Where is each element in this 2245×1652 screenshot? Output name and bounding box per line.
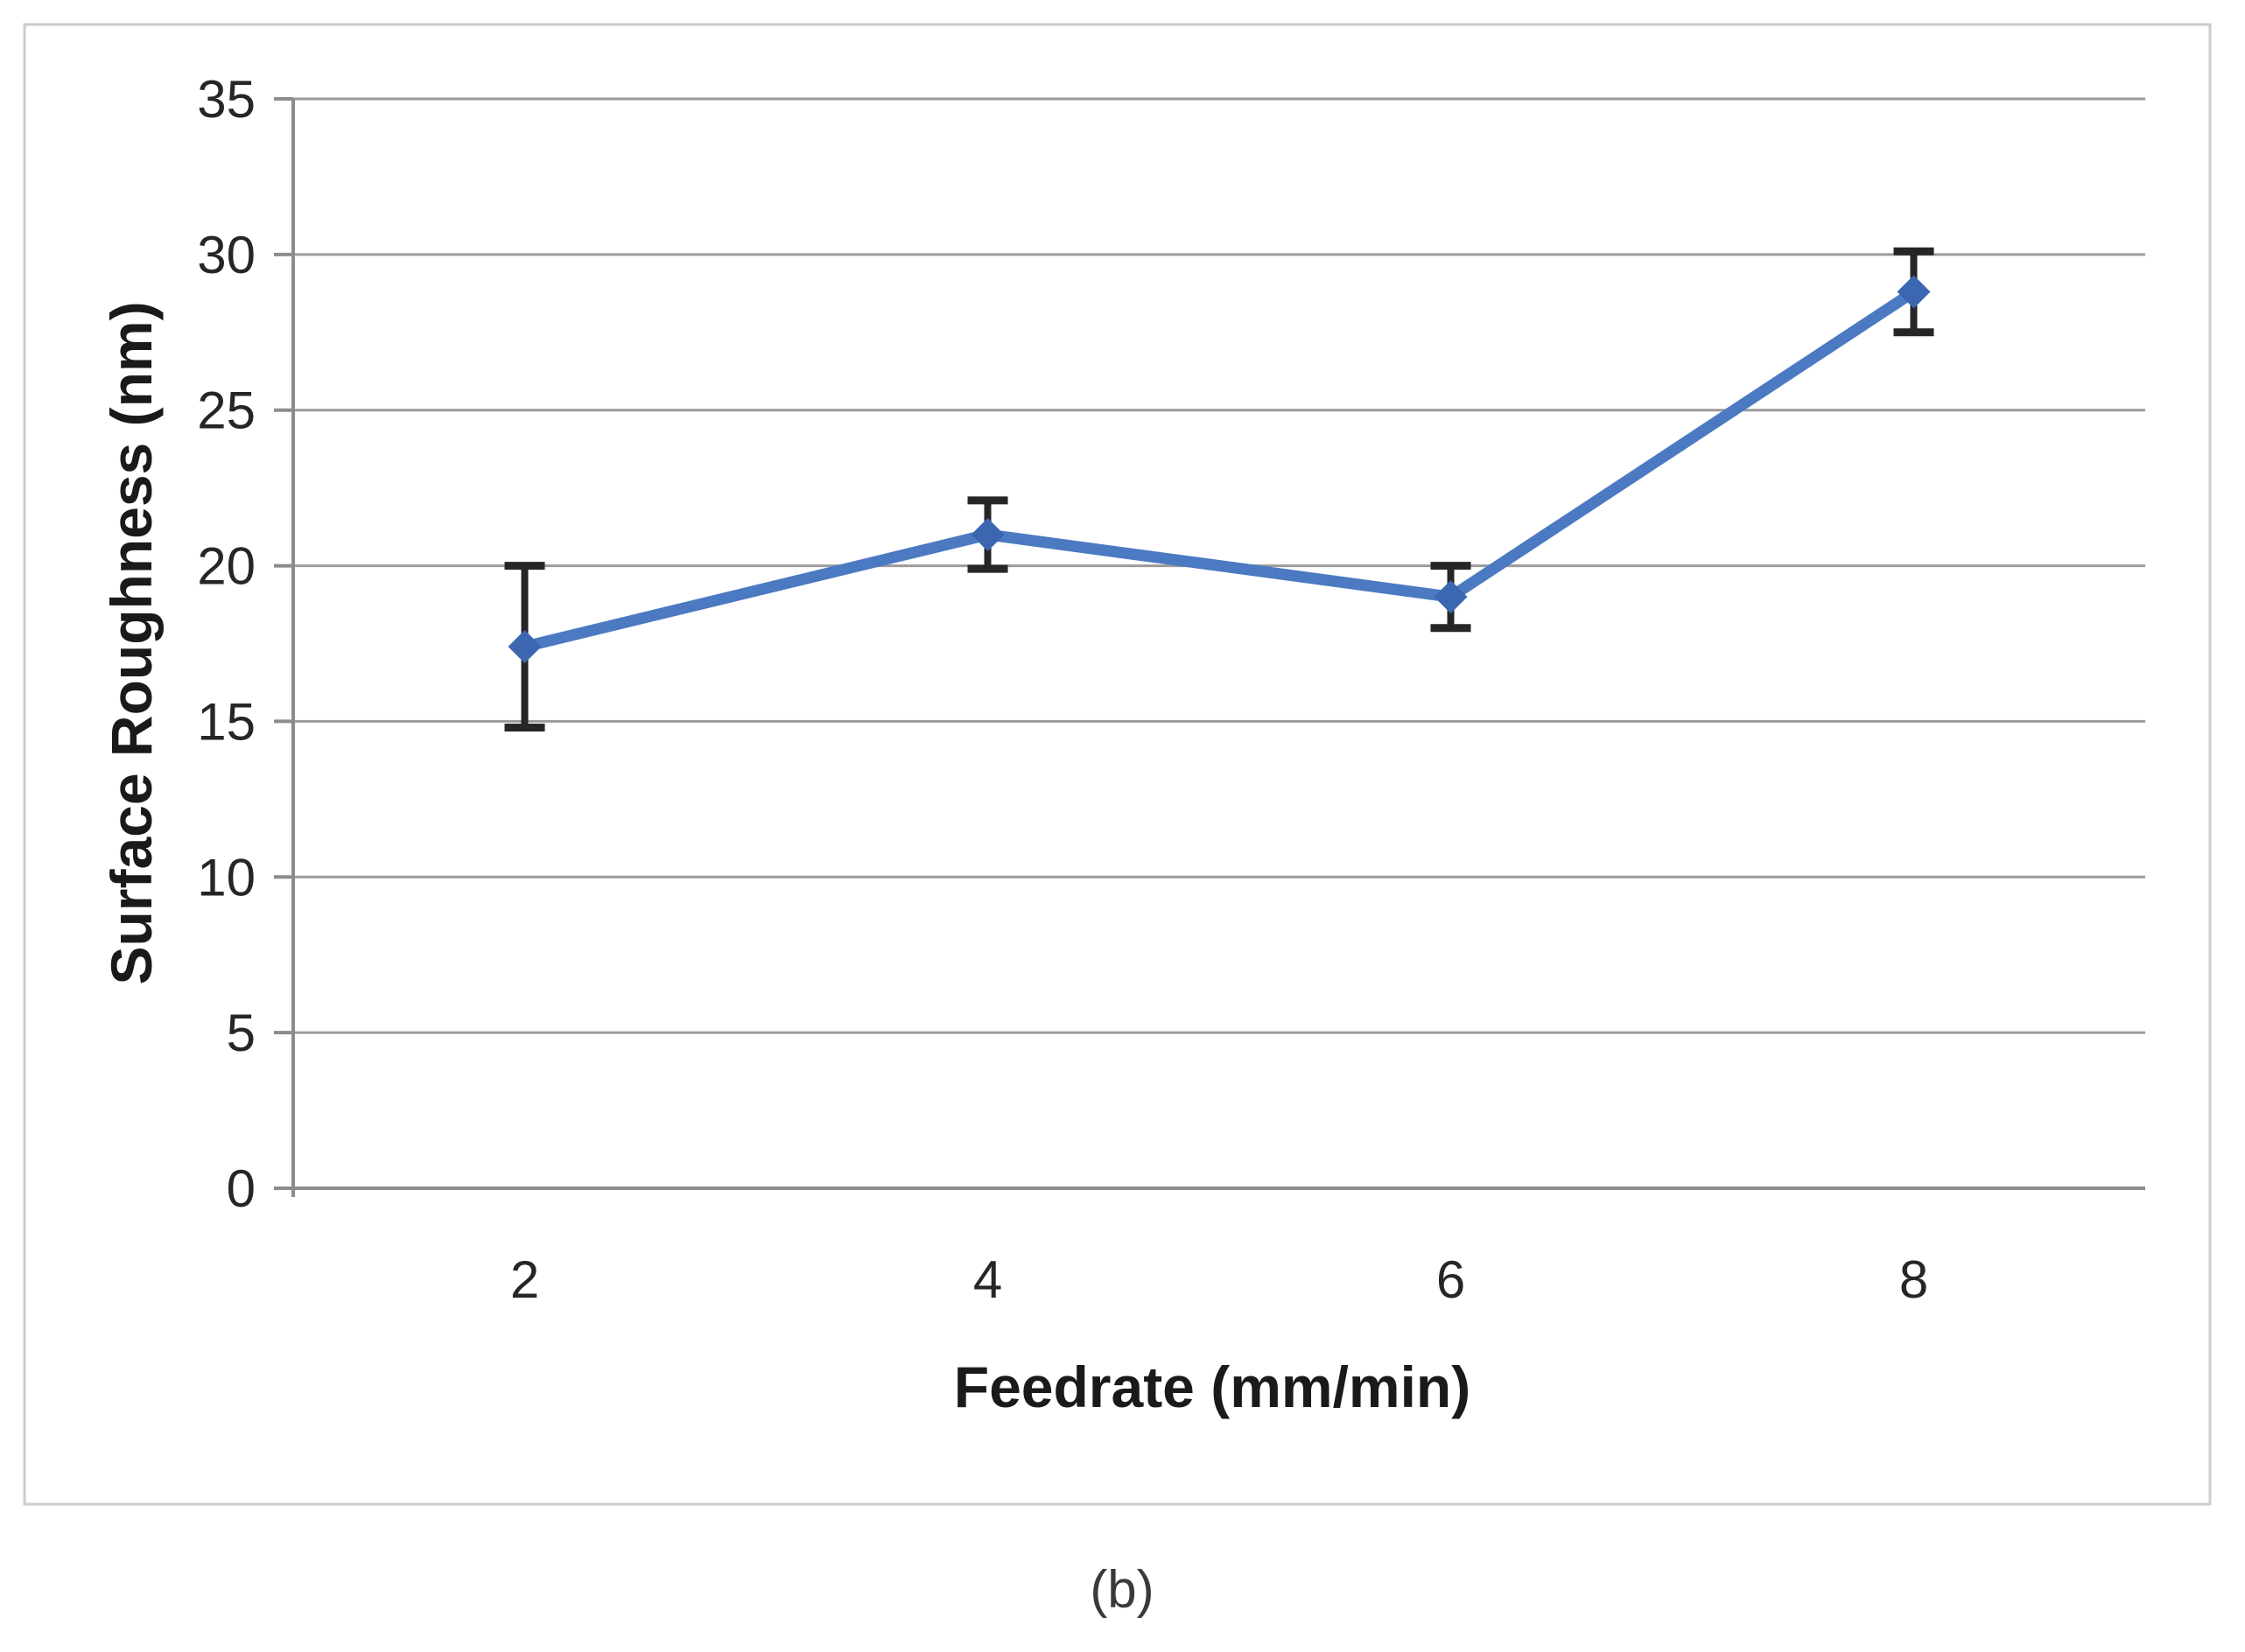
- y-tick-label: 25: [197, 382, 256, 440]
- x-tick-label: 4: [973, 1250, 1002, 1309]
- y-tick-label: 10: [197, 848, 256, 906]
- x-tick-label: 8: [1899, 1250, 1928, 1309]
- y-tick-label: 30: [197, 226, 256, 284]
- figure-caption: (b): [1090, 1559, 1154, 1619]
- y-tick-label: 35: [197, 70, 256, 129]
- y-tick-label: 15: [197, 692, 256, 751]
- x-tick-label: 2: [510, 1250, 539, 1309]
- x-axis-title: Feedrate (mm/min): [953, 1354, 1471, 1419]
- y-axis-title: Surface Roughness (nm): [99, 301, 164, 985]
- data-point-marker: [1434, 580, 1468, 614]
- y-tick-label: 5: [227, 1004, 256, 1062]
- data-point-marker: [1897, 275, 1931, 309]
- x-tick-label: 6: [1436, 1250, 1465, 1309]
- data-point-marker: [508, 630, 542, 664]
- y-tick-label: 20: [197, 537, 256, 596]
- chart-border: [23, 23, 2212, 1506]
- data-point-marker: [971, 518, 1005, 551]
- y-tick-label: 0: [227, 1159, 256, 1218]
- series-line: [523, 287, 1918, 653]
